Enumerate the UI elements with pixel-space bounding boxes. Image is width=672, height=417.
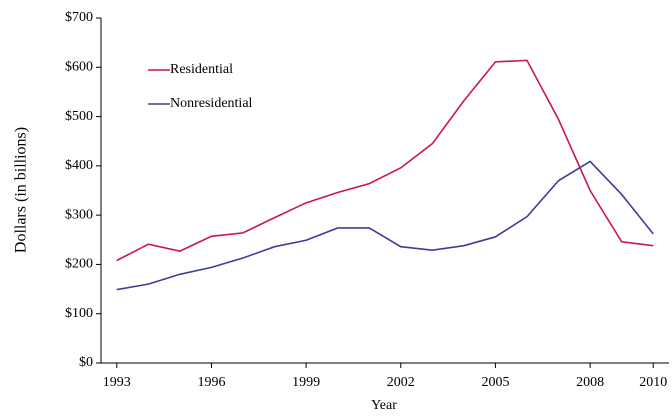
x-tick-label: 2002 xyxy=(387,375,415,390)
y-tick-label: $0 xyxy=(79,355,93,370)
y-tick-label: $500 xyxy=(65,109,93,124)
y-tick-label: $100 xyxy=(65,306,93,321)
y-tick-label: $200 xyxy=(65,257,93,272)
x-tick-label: 2010 xyxy=(639,375,667,390)
y-tick-label: $400 xyxy=(65,158,93,173)
y-axis-label: Dollars (in billions) xyxy=(13,127,30,253)
x-tick-label: 1999 xyxy=(292,375,320,390)
line xyxy=(116,59,654,262)
line xyxy=(116,160,654,291)
y-tick-label: $700 xyxy=(65,10,93,25)
x-tick-label: 2008 xyxy=(576,375,604,390)
y-tick-label: $300 xyxy=(65,207,93,222)
x-tick-label: 1993 xyxy=(103,375,131,390)
legend-label: Nonresidential xyxy=(170,96,253,111)
legend-label: Residential xyxy=(170,62,233,77)
x-tick-label: 1996 xyxy=(197,375,225,390)
x-tick-label: 2005 xyxy=(481,375,509,390)
y-tick-label: $600 xyxy=(65,60,93,75)
x-axis-label: Year xyxy=(371,398,397,413)
